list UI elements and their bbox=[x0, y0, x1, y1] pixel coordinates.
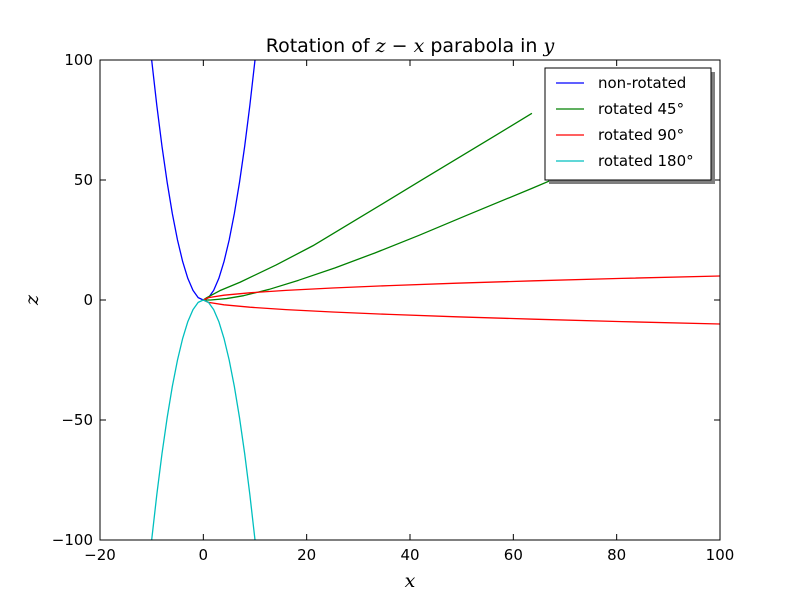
y-tick-label: 50 bbox=[74, 171, 93, 189]
chart-title-middle: parabola in bbox=[424, 35, 543, 57]
chart-title-prefix: Rotation of bbox=[266, 35, 376, 57]
x-tick-label: −20 bbox=[84, 546, 116, 564]
y-axis-label: z bbox=[21, 294, 43, 306]
legend-label-3: rotated 180° bbox=[598, 152, 694, 170]
series-layer bbox=[151, 60, 720, 540]
chart-title: Rotation of z − x parabola in y bbox=[266, 35, 555, 57]
legend: non-rotated rotated 45° rotated 90° rotated… bbox=[544, 67, 715, 184]
series-line-3 bbox=[151, 299, 256, 540]
y-tick-label: 100 bbox=[64, 51, 93, 69]
legend-label-2: rotated 90° bbox=[598, 126, 684, 144]
x-tick-label: 100 bbox=[706, 546, 735, 564]
legend-items: non-rotated rotated 45° rotated 90° rotated… bbox=[556, 74, 694, 170]
chart-title-math: z − x bbox=[375, 35, 425, 57]
x-tick-label: 60 bbox=[504, 546, 523, 564]
y-tick-label: −100 bbox=[52, 531, 93, 549]
legend-label-0: non-rotated bbox=[598, 74, 686, 92]
x-tick-label: 80 bbox=[607, 546, 626, 564]
legend-label-1: rotated 45° bbox=[598, 100, 684, 118]
y-tick-label: −50 bbox=[61, 411, 93, 429]
chart-title-var: y bbox=[543, 35, 555, 57]
x-tick-label: 0 bbox=[199, 546, 209, 564]
x-tick-label: 40 bbox=[400, 546, 419, 564]
x-axis-label: x bbox=[405, 570, 416, 592]
tick-layer: −20 0 20 40 60 80 100 −100 −50 0 50 100 bbox=[52, 51, 735, 564]
x-tick-label: 20 bbox=[297, 546, 316, 564]
y-tick-label: 0 bbox=[83, 291, 93, 309]
